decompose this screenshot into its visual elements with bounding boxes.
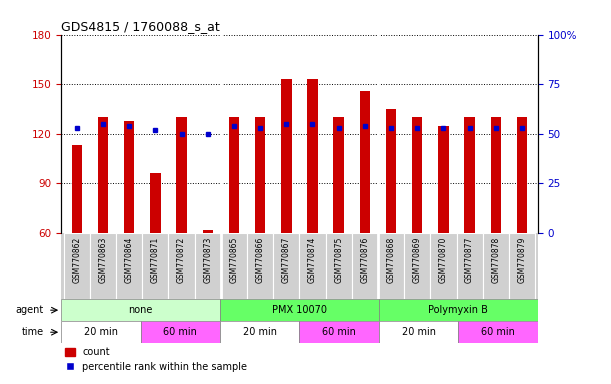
Bar — [360, 91, 370, 233]
Text: GSM770877: GSM770877 — [465, 236, 474, 283]
Text: GSM770868: GSM770868 — [387, 236, 395, 283]
Bar — [98, 117, 108, 233]
Bar — [220, 299, 379, 321]
Bar — [334, 117, 344, 233]
Text: GSM770867: GSM770867 — [282, 236, 291, 283]
Text: 20 min: 20 min — [243, 327, 277, 337]
Bar — [177, 117, 187, 233]
Text: time: time — [22, 327, 44, 337]
Text: none: none — [128, 305, 153, 315]
Bar — [61, 321, 141, 343]
Bar — [299, 233, 326, 299]
Bar — [61, 299, 220, 321]
Bar — [229, 117, 239, 233]
Bar — [142, 233, 169, 299]
Text: 20 min: 20 min — [84, 327, 118, 337]
Bar — [491, 117, 501, 233]
Bar — [404, 233, 430, 299]
Text: GSM770875: GSM770875 — [334, 236, 343, 283]
Bar — [90, 233, 116, 299]
Bar — [379, 321, 458, 343]
Bar — [220, 321, 299, 343]
Text: 60 min: 60 min — [481, 327, 515, 337]
Bar — [458, 321, 538, 343]
Bar — [456, 233, 483, 299]
Text: GSM770878: GSM770878 — [491, 236, 500, 283]
Bar — [517, 117, 527, 233]
Bar — [150, 174, 161, 233]
Text: GSM770864: GSM770864 — [125, 236, 134, 283]
Bar — [430, 233, 456, 299]
Text: GSM770873: GSM770873 — [203, 236, 212, 283]
Bar — [169, 233, 195, 299]
Text: GSM770863: GSM770863 — [98, 236, 108, 283]
Text: GSM770879: GSM770879 — [518, 236, 527, 283]
Text: GSM770862: GSM770862 — [72, 236, 81, 283]
Text: GSM770869: GSM770869 — [412, 236, 422, 283]
Bar — [221, 233, 247, 299]
Text: 60 min: 60 min — [322, 327, 356, 337]
Text: GSM770874: GSM770874 — [308, 236, 317, 283]
Bar — [273, 233, 299, 299]
Text: GSM770866: GSM770866 — [255, 236, 265, 283]
Bar — [124, 121, 134, 233]
Legend: count, percentile rank within the sample: count, percentile rank within the sample — [61, 343, 251, 376]
Text: GSM770876: GSM770876 — [360, 236, 370, 283]
Text: GSM770871: GSM770871 — [151, 236, 160, 283]
Bar — [326, 233, 352, 299]
Bar — [438, 126, 448, 233]
Bar — [412, 117, 422, 233]
Bar — [141, 321, 220, 343]
Text: GSM770870: GSM770870 — [439, 236, 448, 283]
Bar — [71, 146, 82, 233]
Text: 20 min: 20 min — [401, 327, 436, 337]
Bar — [379, 299, 538, 321]
Bar — [195, 233, 221, 299]
Bar — [307, 79, 318, 233]
Bar — [247, 233, 273, 299]
Bar — [352, 233, 378, 299]
Text: PMX 10070: PMX 10070 — [272, 305, 327, 315]
Text: GSM770865: GSM770865 — [229, 236, 238, 283]
Text: GDS4815 / 1760088_s_at: GDS4815 / 1760088_s_at — [61, 20, 220, 33]
Bar — [378, 233, 404, 299]
Bar — [64, 233, 90, 299]
Bar — [299, 321, 379, 343]
Bar — [202, 230, 213, 233]
Text: agent: agent — [16, 305, 44, 315]
Bar — [464, 117, 475, 233]
Bar — [281, 79, 291, 233]
Bar — [255, 117, 265, 233]
Text: 60 min: 60 min — [163, 327, 197, 337]
Bar — [116, 233, 142, 299]
Bar — [483, 233, 509, 299]
Text: Polymyxin B: Polymyxin B — [428, 305, 488, 315]
Text: GSM770872: GSM770872 — [177, 236, 186, 283]
Bar — [386, 109, 397, 233]
Bar — [509, 233, 535, 299]
